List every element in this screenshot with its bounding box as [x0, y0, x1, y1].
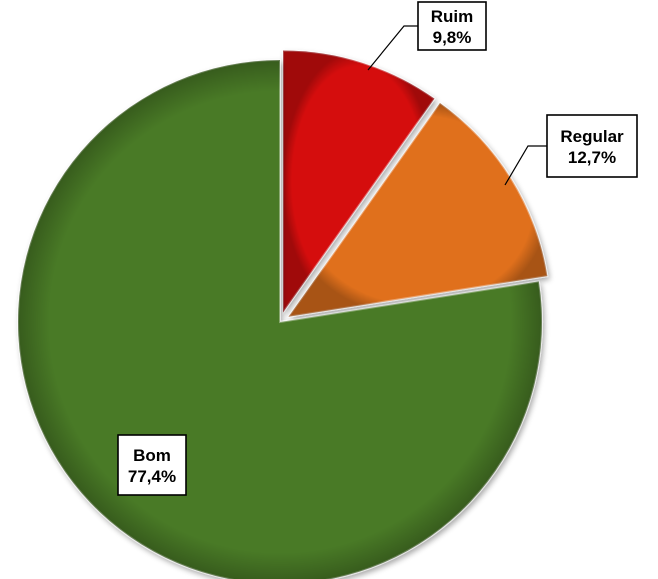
data-label-box-ruim: [417, 1, 487, 51]
leader-line-regular: [504, 145, 547, 186]
data-label-value-bom: 77,4%: [128, 467, 176, 486]
data-label-category-ruim: Ruim: [431, 7, 474, 26]
data-label-box-bom: [117, 434, 187, 496]
data-label-category-regular: Regular: [560, 127, 624, 146]
pie-slice-shade-regular: [288, 102, 548, 317]
data-label-value-ruim: 9,8%: [433, 28, 472, 47]
data-label-category-bom: Bom: [133, 446, 171, 465]
data-label-box-regular: [546, 114, 638, 178]
data-label-value-regular: 12,7%: [568, 148, 616, 167]
leader-line-ruim: [367, 25, 418, 71]
pie-slice-shade-ruim: [283, 50, 435, 313]
